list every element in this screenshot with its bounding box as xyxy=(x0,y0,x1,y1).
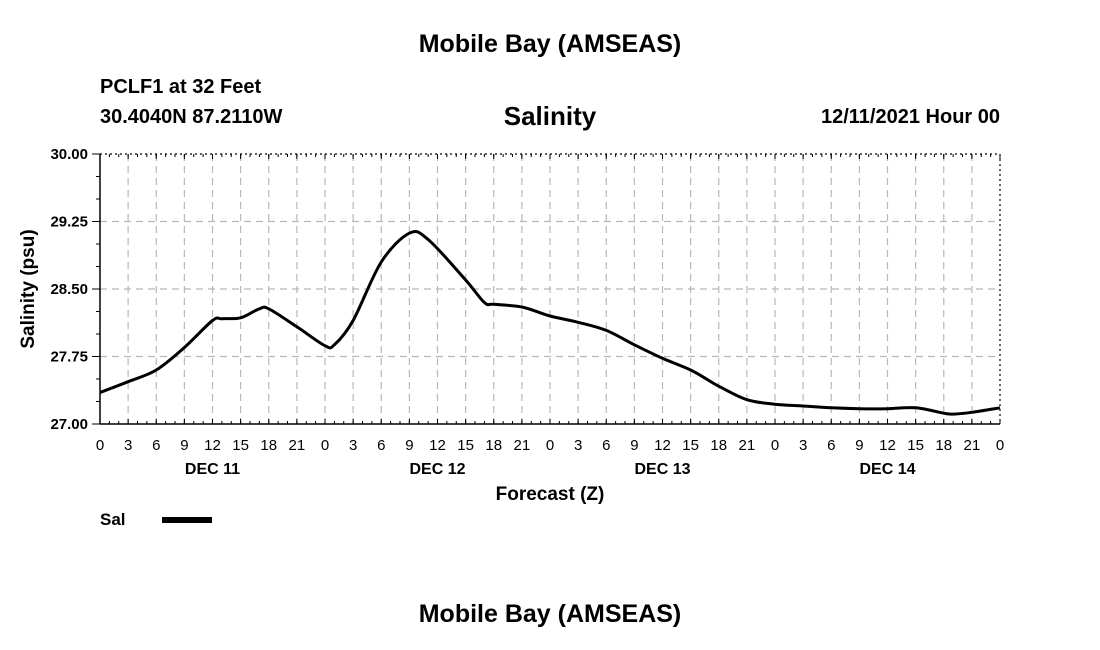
station-coordinates: 30.4040N 87.2110W xyxy=(100,106,283,128)
x-tick-label: 9 xyxy=(405,437,413,454)
station-label: PCLF1 at 32 Feet xyxy=(100,76,262,98)
y-tick-label: 27.75 xyxy=(50,349,88,366)
footer-title: Mobile Bay (AMSEAS) xyxy=(418,600,682,628)
x-tick-label: 3 xyxy=(349,437,357,454)
chart-main-title: Mobile Bay (AMSEAS) xyxy=(418,30,682,58)
x-tick-label: 15 xyxy=(682,437,699,454)
x-tick-label: 0 xyxy=(96,437,104,454)
x-tick-label: 0 xyxy=(321,437,329,454)
x-tick-label: 21 xyxy=(739,437,756,454)
x-tick-label: 6 xyxy=(152,437,160,454)
forecast-datetime: 12/11/2021 Hour 00 xyxy=(820,106,1000,128)
x-tick-label: 21 xyxy=(514,437,531,454)
y-tick-label: 28.50 xyxy=(50,281,88,298)
variable-title: Salinity xyxy=(503,101,597,131)
x-tick-label: 6 xyxy=(827,437,835,454)
x-tick-label: 15 xyxy=(232,437,249,454)
x-tick-label: 12 xyxy=(204,437,221,454)
x-tick-label: 12 xyxy=(429,437,446,454)
grid-lines xyxy=(100,154,1000,424)
x-tick-label: 3 xyxy=(799,437,807,454)
series-layer xyxy=(99,229,1001,416)
legend-label: Sal xyxy=(100,510,126,529)
x-tick-label: 18 xyxy=(935,437,952,454)
x-tick-label: 12 xyxy=(654,437,671,454)
axes xyxy=(92,153,1001,425)
day-label: DEC 13 xyxy=(634,461,690,478)
x-tick-label: 18 xyxy=(485,437,502,454)
y-axis-title: Salinity (psu) xyxy=(18,229,39,348)
x-tick-label: 3 xyxy=(574,437,582,454)
x-tick-label: 0 xyxy=(546,437,554,454)
x-tick-label: 0 xyxy=(771,437,779,454)
x-tick-label: 15 xyxy=(457,437,474,454)
x-tick-label: 6 xyxy=(377,437,385,454)
y-tick-label: 27.00 xyxy=(50,416,88,433)
x-tick-label: 15 xyxy=(907,437,924,454)
x-tick-label: 21 xyxy=(964,437,981,454)
x-tick-label: 6 xyxy=(602,437,610,454)
day-label: DEC 14 xyxy=(859,461,915,478)
x-tick-label: 9 xyxy=(630,437,638,454)
y-tick-label: 30.00 xyxy=(50,146,88,163)
x-tick-label: 18 xyxy=(260,437,277,454)
axis-labels: 0 3 6 9 12 15 18 21 0 3 6 9 12 15 18 21 0 3 6 9 12 15 18 21 0 3 6 9… xyxy=(18,146,1004,505)
x-tick-label: 3 xyxy=(124,437,132,454)
x-axis-title: Forecast (Z) xyxy=(496,484,605,505)
legend-swatch xyxy=(162,517,212,523)
y-tick-label: 29.25 xyxy=(50,214,88,231)
x-tick-label: 9 xyxy=(180,437,188,454)
series-line-sal xyxy=(99,229,1001,416)
x-tick-label: 0 xyxy=(996,437,1004,454)
x-tick-label: 9 xyxy=(855,437,863,454)
day-label: DEC 12 xyxy=(409,461,465,478)
x-tick-label: 18 xyxy=(710,437,727,454)
x-tick-label: 12 xyxy=(879,437,896,454)
day-label: DEC 11 xyxy=(185,461,240,478)
x-tick-label: 21 xyxy=(289,437,306,454)
